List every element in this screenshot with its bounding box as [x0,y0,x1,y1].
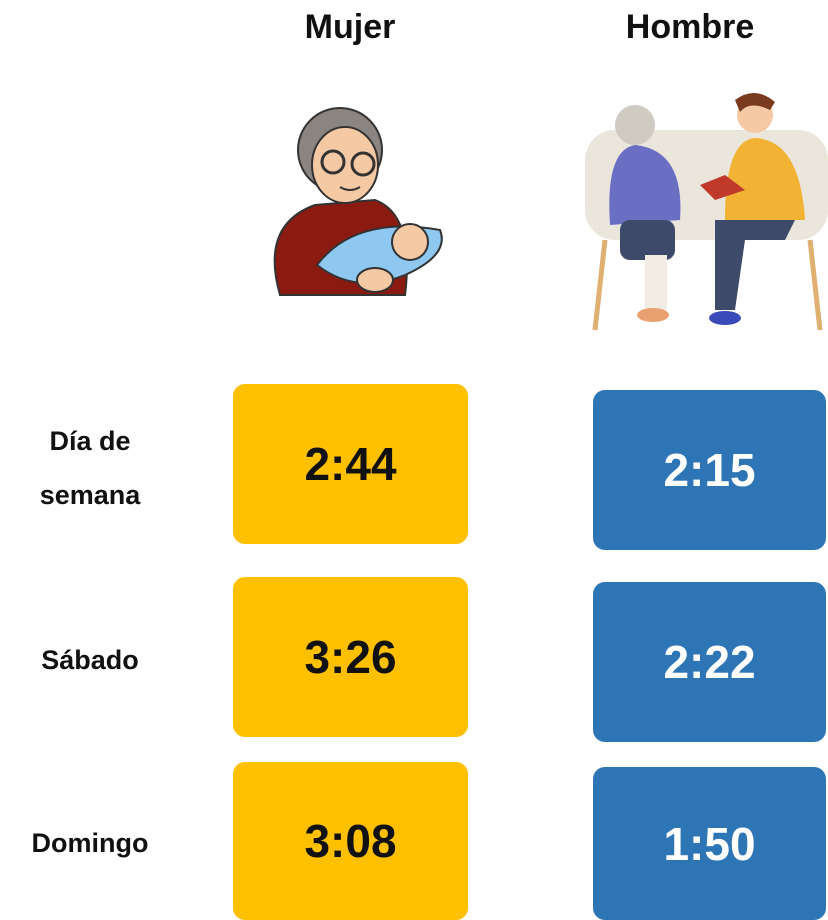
row-label: Domingo [31,828,149,858]
grandmother-illustration [273,107,443,296]
value-cell: 1:50 [593,767,826,920]
row-label: Sábado [41,645,139,675]
value-cell: 2:22 [593,582,826,742]
column-header: Mujer [304,8,396,46]
column-header: Hombre [625,8,755,46]
value-cell: 3:26 [233,577,468,737]
couple-illustration [585,92,828,331]
value-cell: 3:08 [233,762,468,920]
row-label: Día de semana [39,425,141,510]
value-cell: 2:44 [233,384,468,544]
value-cell: 2:15 [593,390,826,550]
